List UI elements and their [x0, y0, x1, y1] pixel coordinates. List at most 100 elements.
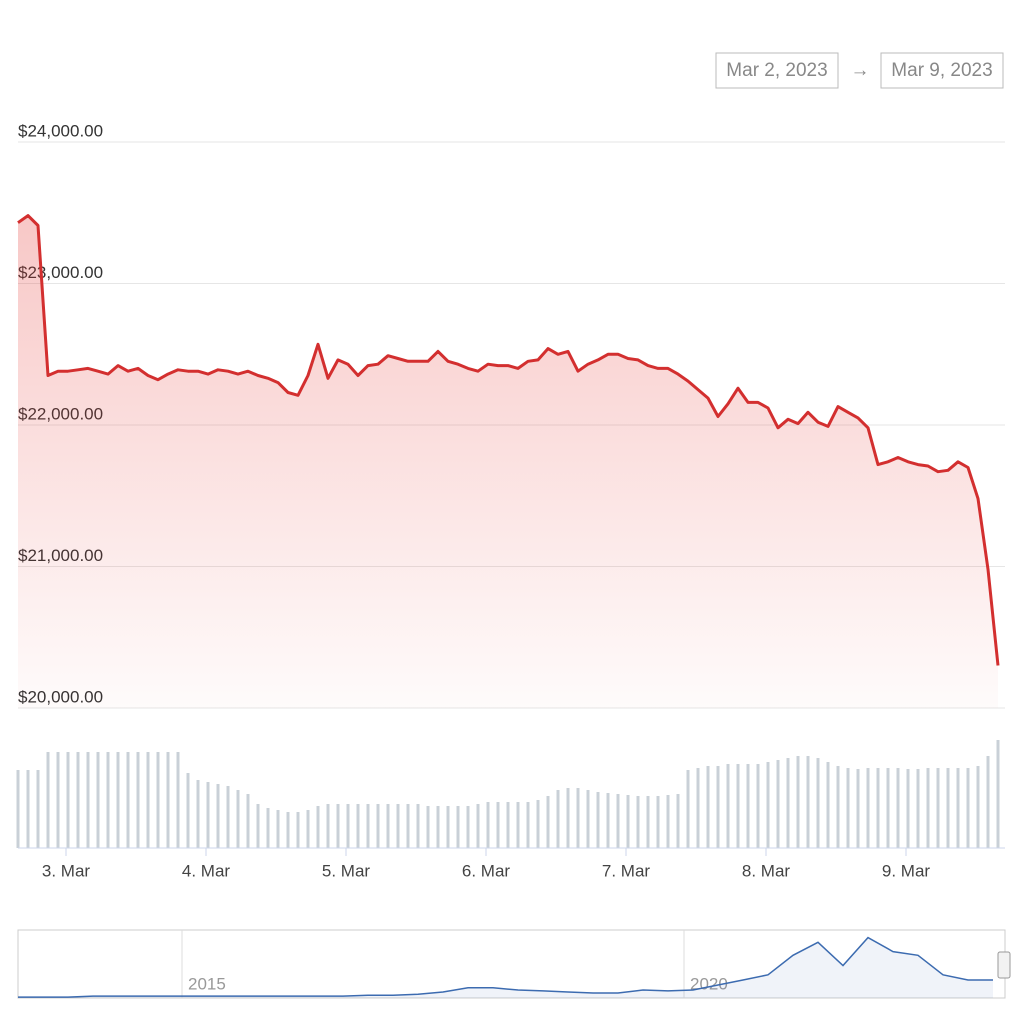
navigator-fill — [18, 937, 993, 998]
plot: $20,000.00$21,000.00$22,000.00$23,000.00… — [16, 121, 1005, 998]
x-tick-label: 6. Mar — [462, 861, 511, 880]
volume-bar — [36, 770, 40, 848]
volume-bar — [346, 804, 350, 848]
navigator-handle[interactable] — [997, 951, 1011, 979]
volume-bar — [106, 752, 110, 848]
volume-bar — [296, 812, 300, 848]
volume-bar — [996, 740, 1000, 848]
volume-bar — [976, 766, 980, 848]
area-fill — [18, 215, 998, 708]
volume-bar — [526, 802, 530, 848]
volume-bar — [56, 752, 60, 848]
volume-bar — [656, 796, 660, 848]
volume-bar — [516, 802, 520, 848]
volume-bar — [486, 802, 490, 848]
volume-bar — [846, 768, 850, 848]
volume-bar — [446, 806, 450, 848]
volume-bar — [756, 764, 760, 848]
volume-bar — [396, 804, 400, 848]
volume-bar — [216, 784, 220, 848]
date-to[interactable]: Mar 9, 2023 — [891, 60, 992, 81]
volume-bar — [236, 790, 240, 848]
volume-bar — [156, 752, 160, 848]
volume-bar — [536, 800, 540, 848]
volume-bar — [276, 810, 280, 848]
volume-bar — [206, 782, 210, 848]
volume-bar — [586, 790, 590, 848]
volume-bar — [556, 790, 560, 848]
volume-bar — [986, 756, 990, 848]
volume-bar — [46, 752, 50, 848]
volume-bar — [436, 806, 440, 848]
volume-bar — [746, 764, 750, 848]
volume-bar — [16, 770, 20, 848]
volume-bar — [936, 768, 940, 848]
volume-bar — [626, 795, 630, 848]
x-tick-label: 5. Mar — [322, 861, 371, 880]
volume-bar — [316, 806, 320, 848]
volume-bar — [946, 768, 950, 848]
volume-bar — [966, 768, 970, 848]
x-tick-label: 3. Mar — [42, 861, 91, 880]
volume-bar — [66, 752, 70, 848]
navigator-tick-label: 2015 — [188, 974, 226, 993]
navigator-line — [18, 936, 993, 998]
volume-bar — [716, 766, 720, 848]
volume-bar — [426, 806, 430, 848]
volume-bar — [116, 752, 120, 848]
volume-bar — [86, 752, 90, 848]
date-to-box[interactable] — [880, 52, 1004, 89]
volume-bar — [126, 752, 130, 848]
volume-bar — [136, 752, 140, 848]
volume-bar — [926, 768, 930, 848]
volume-bar — [96, 752, 100, 848]
volume-bar — [956, 768, 960, 848]
volume-bar — [686, 770, 690, 848]
volume-bar — [356, 804, 360, 848]
volume-bar — [816, 758, 820, 848]
volume-bar — [916, 769, 920, 848]
volume-bar — [166, 752, 170, 848]
volume-bar — [606, 793, 610, 848]
volume-bar — [576, 788, 580, 848]
volume-bar — [766, 762, 770, 848]
volume-bar — [466, 806, 470, 848]
x-tick-label: 4. Mar — [182, 861, 231, 880]
volume-bar — [876, 768, 880, 848]
volume-bar — [286, 812, 290, 848]
volume-bar — [836, 766, 840, 848]
volume-bar — [496, 802, 500, 848]
volume-bar — [596, 792, 600, 848]
volume-bar — [416, 804, 420, 848]
date-separator: → — [851, 60, 870, 81]
volume-bar — [786, 758, 790, 848]
volume-bar — [376, 804, 380, 848]
volume-bar — [616, 794, 620, 848]
volume-bar — [806, 756, 810, 848]
volume-bar — [676, 794, 680, 848]
volume-bar — [826, 762, 830, 848]
volume-bar — [406, 804, 410, 848]
volume-bar — [886, 768, 890, 848]
date-from[interactable]: Mar 2, 2023 — [726, 60, 827, 81]
volume-bar — [266, 808, 270, 848]
volume-bar — [506, 802, 510, 848]
volume-bar — [736, 764, 740, 848]
x-tick-label: 9. Mar — [882, 861, 931, 880]
volume-bar — [306, 810, 310, 848]
volume-bar — [366, 804, 370, 848]
volume-bar — [246, 794, 250, 848]
volume-bar — [546, 796, 550, 848]
volume-bar — [336, 804, 340, 848]
volume-bar — [906, 769, 910, 848]
volume-bar — [256, 804, 260, 848]
volume-bar — [776, 760, 780, 848]
volume-bar — [186, 773, 190, 848]
volume-bar — [856, 769, 860, 848]
date-from-box[interactable] — [715, 52, 839, 89]
volume-bar — [226, 786, 230, 848]
volume-bar — [76, 752, 80, 848]
volume-bar — [196, 780, 200, 848]
volume-bar — [26, 770, 30, 848]
